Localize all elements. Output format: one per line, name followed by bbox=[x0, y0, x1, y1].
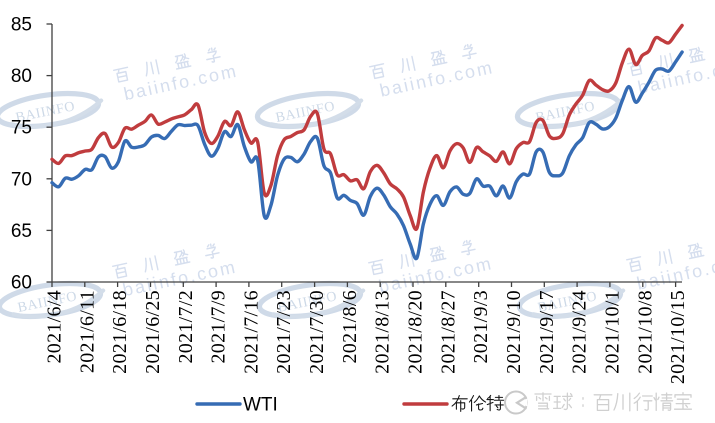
svg-text:2021/8/20: 2021/8/20 bbox=[405, 290, 427, 374]
svg-text:2021/7/9: 2021/7/9 bbox=[208, 290, 230, 364]
svg-text:2021/9/3: 2021/9/3 bbox=[470, 290, 492, 364]
svg-text:2021/9/24: 2021/9/24 bbox=[569, 290, 591, 374]
svg-text:80: 80 bbox=[11, 66, 32, 87]
svg-text:2021/7/2: 2021/7/2 bbox=[175, 290, 197, 364]
svg-text:WTI: WTI bbox=[243, 395, 278, 416]
svg-text:2021/10/8: 2021/10/8 bbox=[634, 290, 656, 374]
svg-text:2021/7/16: 2021/7/16 bbox=[240, 290, 262, 374]
svg-text:2021/7/23: 2021/7/23 bbox=[273, 290, 295, 374]
svg-text:2021/10/1: 2021/10/1 bbox=[601, 290, 623, 374]
svg-text:70: 70 bbox=[11, 169, 32, 190]
svg-text:65: 65 bbox=[11, 221, 32, 242]
svg-text:60: 60 bbox=[11, 273, 32, 294]
svg-text:2021/6/11: 2021/6/11 bbox=[76, 290, 98, 373]
svg-text:75: 75 bbox=[11, 118, 32, 139]
svg-text:2021/8/13: 2021/8/13 bbox=[372, 290, 394, 374]
svg-text:2021/8/6: 2021/8/6 bbox=[339, 290, 361, 364]
svg-text:2021/6/25: 2021/6/25 bbox=[142, 290, 164, 374]
svg-text:2021/10/15: 2021/10/15 bbox=[667, 290, 689, 384]
svg-text:85: 85 bbox=[11, 15, 32, 36]
svg-text:2021/6/4: 2021/6/4 bbox=[44, 290, 66, 364]
svg-text:2021/8/27: 2021/8/27 bbox=[437, 290, 459, 374]
svg-text:2021/9/10: 2021/9/10 bbox=[503, 290, 525, 374]
svg-text:2021/6/18: 2021/6/18 bbox=[109, 290, 131, 374]
svg-text:2021/7/30: 2021/7/30 bbox=[306, 290, 328, 374]
svg-text:2021/9/17: 2021/9/17 bbox=[536, 290, 558, 374]
